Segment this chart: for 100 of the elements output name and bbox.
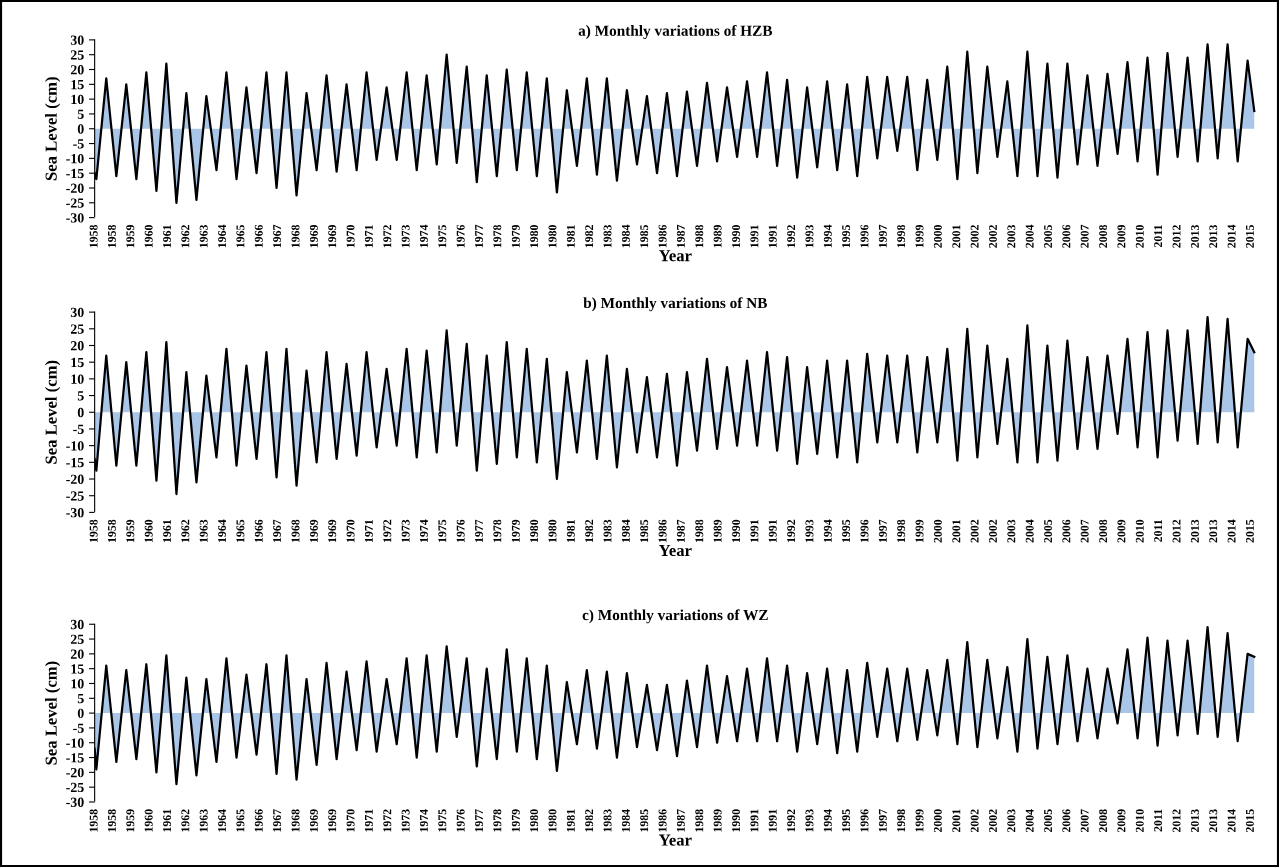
y-axis-title: Sea Level (cm) — [45, 661, 61, 765]
x-tick-label: 1992 — [787, 809, 796, 832]
y-tick-label: 30 — [70, 307, 84, 318]
x-tick-label: 1980 — [548, 225, 557, 248]
x-tick-label: 1986 — [658, 809, 667, 832]
x-tick-label: 1976 — [456, 224, 465, 248]
x-tick-label: 1988 — [695, 809, 704, 832]
x-tick-label: 1979 — [511, 809, 520, 832]
y-tick-label: -15 — [66, 457, 84, 468]
y-tick-label: 0 — [77, 708, 84, 719]
x-tick-label: 2009 — [1117, 519, 1126, 543]
x-tick-label: 1980 — [530, 225, 539, 248]
x-tick-label: 2015 — [1245, 224, 1254, 248]
x-tick-label: 1993 — [805, 809, 814, 832]
x-tick-label: 1974 — [419, 224, 428, 248]
x-tick-label: 1997 — [878, 519, 887, 543]
x-tick-label: 2008 — [1099, 809, 1108, 833]
y-tick-label: -20 — [66, 767, 84, 778]
y-tick-label: -10 — [66, 153, 84, 164]
x-tick-label: 1965 — [236, 224, 245, 248]
x-tick-label: 1967 — [273, 809, 282, 832]
x-tick-label: 1972 — [383, 519, 392, 543]
x-tick-label: 1994 — [823, 809, 832, 832]
x-tick-label: 1999 — [915, 519, 924, 543]
x-tick-label: 2000 — [933, 225, 942, 248]
x-tick-label: 1971 — [364, 809, 373, 832]
y-axis-title: Sea Level (cm) — [45, 360, 61, 464]
x-tick-label: 1974 — [419, 809, 428, 832]
y-tick-label: -30 — [66, 797, 84, 807]
x-tick-label: 1980 — [530, 519, 539, 543]
x-tick-label: 2001 — [952, 519, 961, 543]
y-tick-label: -25 — [66, 491, 84, 501]
x-tick-label: 1973 — [401, 224, 410, 248]
x-tick-label: 1978 — [493, 809, 502, 832]
y-tick-label: -25 — [66, 198, 84, 208]
x-tick-label: 1985 — [640, 809, 649, 832]
y-tick-label: 20 — [70, 649, 84, 659]
x-tick-label: 2013 — [1209, 519, 1218, 543]
y-tick-label: -20 — [66, 183, 84, 193]
x-tick-label: 1993 — [805, 224, 814, 248]
x-tick-label: 1997 — [878, 224, 887, 248]
x-tick-label: 1967 — [273, 224, 282, 248]
x-tick-label: 2009 — [1117, 809, 1126, 833]
x-tick-label: 1958 — [107, 224, 116, 248]
x-tick-label: 1975 — [438, 519, 447, 543]
y-tick-label: -5 — [73, 139, 84, 149]
x-tick-label: 1960 — [144, 519, 153, 543]
x-tick-label: 2000 — [933, 809, 942, 833]
x-tick-label: 1996 — [860, 224, 869, 248]
x-tick-label: 1986 — [658, 224, 667, 248]
x-tick-label: 1964 — [218, 809, 227, 832]
x-tick-label: 1968 — [291, 809, 300, 832]
x-tick-label: 1964 — [218, 519, 227, 543]
x-tick-label: 1960 — [144, 225, 153, 248]
x-tick-label: 1994 — [823, 519, 832, 543]
chart-title: a) Monthly variations of HZB — [578, 24, 773, 40]
y-tick-label: -30 — [66, 213, 84, 223]
x-tick-label: 1969 — [309, 519, 318, 543]
x-tick-label: 1998 — [897, 224, 906, 248]
x-tick-label: 1982 — [585, 519, 594, 543]
x-tick-label: 2005 — [1044, 809, 1053, 833]
y-tick-label: 0 — [77, 407, 84, 418]
x-tick-label: 1972 — [383, 809, 392, 832]
y-tick-label: 5 — [77, 694, 84, 704]
x-tick-label: 1962 — [181, 519, 190, 543]
x-tick-label: 2011 — [1154, 809, 1163, 832]
x-tick-label: 2006 — [1062, 224, 1071, 248]
x-tick-label: 2009 — [1117, 224, 1126, 248]
x-tick-label: 1991 — [768, 225, 777, 248]
x-tick-label: 1987 — [676, 224, 685, 248]
x-tick-label: 1958 — [107, 809, 116, 832]
x-tick-label: 2001 — [952, 809, 961, 833]
x-tick-label: 1995 — [842, 224, 851, 248]
x-tick-label: 1983 — [603, 809, 612, 832]
x-tick-label: 2012 — [1172, 225, 1181, 248]
y-tick-label: 30 — [70, 619, 84, 630]
x-tick-label: 1988 — [695, 519, 704, 543]
x-tick-label: 1980 — [548, 519, 557, 543]
x-tick-label: 1963 — [199, 809, 208, 832]
x-tick-label: 1976 — [456, 809, 465, 832]
x-tick-label: 1980 — [530, 809, 539, 832]
x-tick-label: 1971 — [364, 225, 373, 248]
x-tick-label: 1991 — [768, 809, 777, 832]
x-tick-label: 1961 — [163, 809, 172, 832]
y-tick-label: 10 — [71, 374, 84, 384]
x-tick-label: 2002 — [988, 519, 997, 543]
x-tick-label: 2008 — [1099, 224, 1108, 248]
x-tick-label: 2013 — [1190, 809, 1199, 833]
x-tick-label: 1959 — [126, 809, 135, 832]
x-tick-label: 2003 — [1007, 224, 1016, 248]
x-tick-label: 1990 — [732, 519, 741, 543]
x-axis-title: Year — [658, 544, 692, 557]
x-tick-label: 1966 — [254, 224, 263, 248]
x-tick-label: 2002 — [988, 809, 997, 833]
x-tick-label: 1966 — [254, 519, 263, 543]
x-tick-label: 1969 — [309, 224, 318, 248]
x-tick-label: 2005 — [1044, 519, 1053, 543]
y-tick-label: 5 — [77, 109, 84, 119]
x-tick-label: 1987 — [676, 519, 685, 543]
y-tick-label: 20 — [70, 341, 84, 351]
